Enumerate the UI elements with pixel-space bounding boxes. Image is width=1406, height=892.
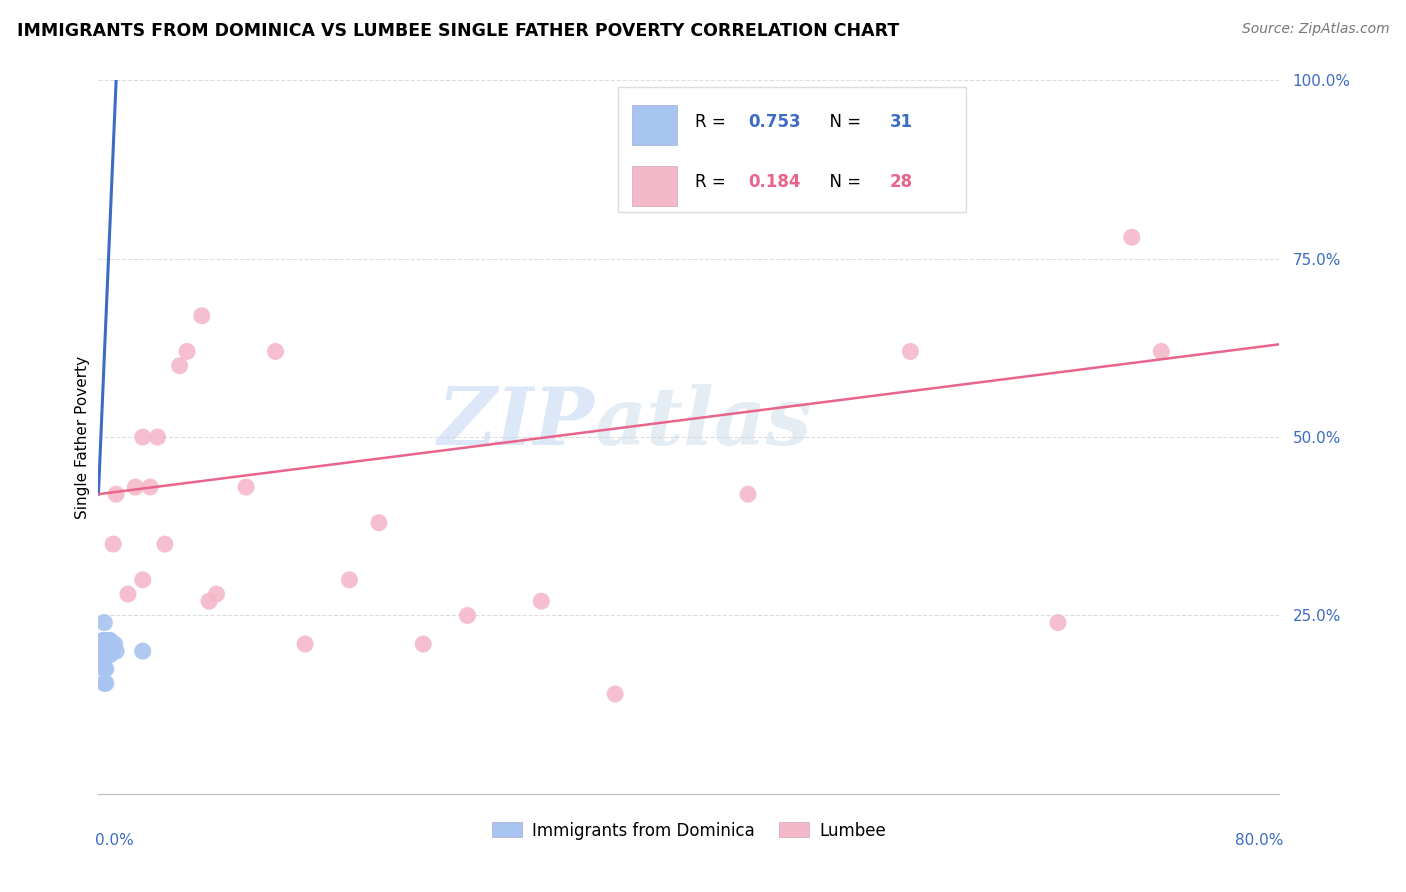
Text: ZIP: ZIP xyxy=(437,384,595,461)
Point xyxy=(900,344,922,359)
Point xyxy=(146,430,169,444)
Y-axis label: Single Father Poverty: Single Father Poverty xyxy=(75,356,90,518)
Point xyxy=(737,487,759,501)
Point xyxy=(104,637,127,651)
Point xyxy=(90,648,112,662)
Text: 0.0%: 0.0% xyxy=(94,833,134,848)
Point xyxy=(412,637,434,651)
Point xyxy=(132,573,155,587)
Point xyxy=(100,637,122,651)
Text: 80.0%: 80.0% xyxy=(1234,833,1284,848)
FancyBboxPatch shape xyxy=(619,87,966,212)
Point xyxy=(98,640,121,655)
Point xyxy=(93,633,115,648)
Point xyxy=(97,644,120,658)
Point xyxy=(93,662,115,676)
Text: 31: 31 xyxy=(890,112,912,130)
Point xyxy=(103,537,125,551)
Text: IMMIGRANTS FROM DOMINICA VS LUMBEE SINGLE FATHER POVERTY CORRELATION CHART: IMMIGRANTS FROM DOMINICA VS LUMBEE SINGL… xyxy=(17,22,898,40)
Point xyxy=(153,537,176,551)
Point xyxy=(93,648,115,662)
Point xyxy=(103,640,125,655)
Point xyxy=(117,587,139,601)
Point xyxy=(1121,230,1143,244)
Point xyxy=(205,587,228,601)
Point xyxy=(96,640,118,655)
Text: N =: N = xyxy=(818,112,866,130)
Point xyxy=(98,633,121,648)
Point xyxy=(89,640,111,655)
Point xyxy=(124,480,146,494)
Point xyxy=(530,594,553,608)
Point xyxy=(94,648,117,662)
Point xyxy=(605,687,627,701)
Point xyxy=(132,644,155,658)
Point xyxy=(264,344,287,359)
Legend: Immigrants from Dominica, Lumbee: Immigrants from Dominica, Lumbee xyxy=(485,815,893,847)
Point xyxy=(98,648,121,662)
Point xyxy=(94,644,117,658)
Point xyxy=(93,676,115,690)
Point xyxy=(198,594,221,608)
Point xyxy=(368,516,391,530)
Text: R =: R = xyxy=(695,173,731,191)
Text: R =: R = xyxy=(695,112,731,130)
Point xyxy=(169,359,191,373)
Text: 28: 28 xyxy=(890,173,912,191)
Text: Source: ZipAtlas.com: Source: ZipAtlas.com xyxy=(1241,22,1389,37)
Point xyxy=(105,487,128,501)
Text: 0.753: 0.753 xyxy=(748,112,800,130)
Point xyxy=(94,662,117,676)
Point xyxy=(1046,615,1070,630)
Text: N =: N = xyxy=(818,173,866,191)
Point xyxy=(97,633,120,648)
Point xyxy=(1150,344,1173,359)
Point xyxy=(90,637,112,651)
Point xyxy=(191,309,214,323)
Point xyxy=(89,648,111,662)
Text: atlas: atlas xyxy=(595,384,811,461)
Point xyxy=(91,633,114,648)
Point xyxy=(100,644,122,658)
Point xyxy=(94,640,117,655)
Bar xyxy=(633,166,678,205)
Point xyxy=(105,644,128,658)
Point xyxy=(132,430,155,444)
Point xyxy=(294,637,316,651)
Point xyxy=(97,637,120,651)
Point xyxy=(176,344,198,359)
Point xyxy=(235,480,257,494)
Point xyxy=(457,608,479,623)
Point xyxy=(91,651,114,665)
Point xyxy=(139,480,162,494)
Point xyxy=(94,676,117,690)
Text: 0.184: 0.184 xyxy=(748,173,800,191)
Point xyxy=(96,648,118,662)
Bar xyxy=(633,105,678,145)
Point xyxy=(91,644,114,658)
Point xyxy=(93,615,115,630)
Point xyxy=(339,573,361,587)
